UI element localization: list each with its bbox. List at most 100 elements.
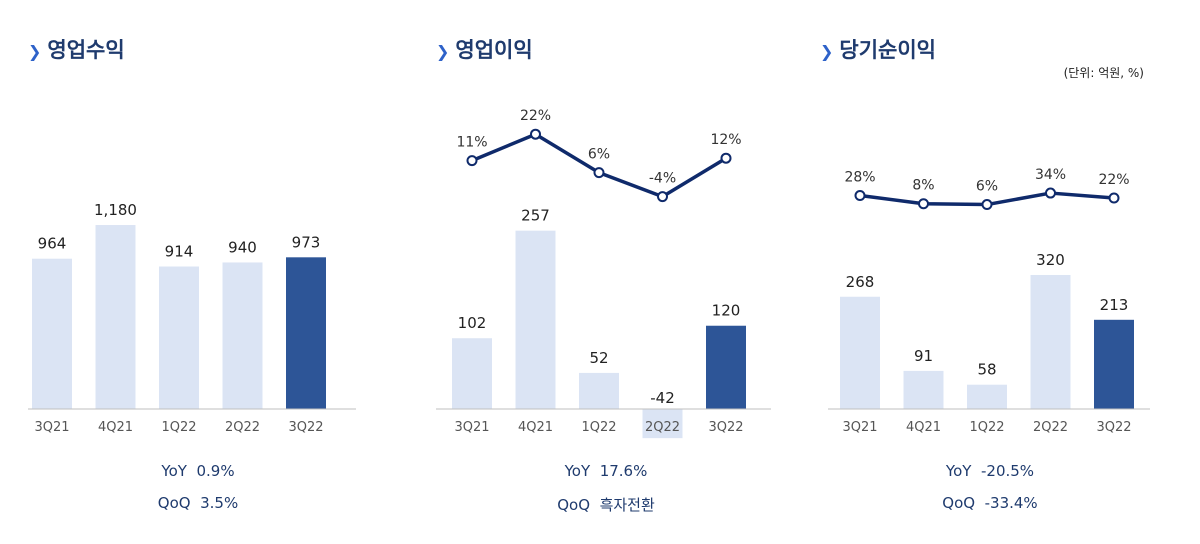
bar-3q21 xyxy=(840,296,880,409)
panel-title: ❯ 영업수익 xyxy=(28,34,125,64)
line-point-label: 11% xyxy=(456,135,487,151)
yoy-value: 0.9% xyxy=(196,462,235,480)
bar-value-label: 213 xyxy=(1100,296,1129,314)
yoy-summary: YoY 0.9% xyxy=(28,462,368,480)
x-tick-label: 1Q22 xyxy=(581,420,616,435)
panel-title-text: 영업수익 xyxy=(47,38,125,62)
x-tick-label: 4Q21 xyxy=(518,420,553,435)
bar-value-label: 91 xyxy=(914,347,933,365)
bar-value-label: 940 xyxy=(228,238,257,256)
bar-2q22 xyxy=(642,409,683,439)
bar-1q22 xyxy=(159,266,199,409)
qoq-label: QoQ xyxy=(157,494,191,512)
double-chevron-icon: ❯ xyxy=(436,42,450,61)
qoq-summary: QoQ -33.4% xyxy=(820,494,1160,512)
line-point-label: 8% xyxy=(912,178,934,194)
unit-note: (단위: 억원, %) xyxy=(1063,66,1144,80)
panel-title: ❯ 영업이익 xyxy=(436,34,533,64)
bar-value-label: 973 xyxy=(292,233,321,251)
x-tick-label: 4Q21 xyxy=(906,420,941,435)
qoq-value: -33.4% xyxy=(984,494,1038,512)
yoy-label: YoY xyxy=(161,462,187,480)
bar-value-label: 914 xyxy=(165,243,194,261)
panel-title: ❯ 당기순이익 xyxy=(820,34,936,64)
panel-title-text: 당기순이익 xyxy=(839,38,937,62)
qoq-summary: QoQ 흑자전환 xyxy=(436,494,776,515)
line-point xyxy=(981,199,993,211)
x-tick-label: 1Q22 xyxy=(161,420,196,435)
qoq-value: 3.5% xyxy=(200,494,239,512)
bar-value-label: 52 xyxy=(589,349,608,367)
qoq-label: QoQ xyxy=(557,496,591,514)
panel-net-income: ❯ 당기순이익 (단위: 억원, %) 268 3Q21 91 4Q21 58 1Q22 32… xyxy=(820,0,1180,544)
yoy-label: YoY xyxy=(564,462,591,480)
line-point xyxy=(918,198,929,210)
yoy-summary: YoY 17.6% xyxy=(436,462,776,480)
x-tick-label: 4Q21 xyxy=(98,420,133,435)
bar-4q21 xyxy=(515,230,556,409)
panel-title-text: 영업이익 xyxy=(455,38,533,62)
bar-value-label: 120 xyxy=(712,302,741,320)
operating-profit-chart: 102 3Q21 257 4Q21 52 1Q22 -42 2Q22 120 3Q22 11% 22%… xyxy=(436,108,771,439)
x-tick-label: 2Q22 xyxy=(1033,420,1068,435)
x-tick-label: 2Q22 xyxy=(645,420,680,435)
bar-3q21 xyxy=(32,258,72,409)
line-point-label: 28% xyxy=(844,170,875,186)
double-chevron-icon: ❯ xyxy=(820,42,834,61)
x-tick-label: 3Q22 xyxy=(708,420,743,435)
bar-2q22 xyxy=(1030,274,1071,409)
panel-operating-revenue: ❯ 영업수익 964 3Q21 1,180 4Q21 914 1Q22 940 2Q22 973 3… xyxy=(28,0,368,544)
line-point-label: 6% xyxy=(976,179,998,195)
bar-value-label: 1,180 xyxy=(94,201,137,219)
bar-value-label: -42 xyxy=(650,389,675,407)
line-point-label: -4% xyxy=(649,171,676,187)
bar-value-label: 964 xyxy=(38,235,67,253)
x-tick-label: 1Q22 xyxy=(969,420,1004,435)
qoq-summary: QoQ 3.5% xyxy=(28,494,368,512)
bar-4q21 xyxy=(903,370,944,409)
x-tick-label: 3Q21 xyxy=(454,420,489,435)
panel-operating-profit: ❯ 영업이익 102 3Q21 257 4Q21 52 1Q22 -42 2Q22 120 3Q22… xyxy=(436,0,776,544)
bar-value-label: 58 xyxy=(977,361,996,379)
yoy-value: 17.6% xyxy=(599,462,648,480)
line-point xyxy=(854,190,866,202)
bar-1q22 xyxy=(967,384,1007,409)
bar-3q22 xyxy=(286,257,326,409)
line-point-label: 22% xyxy=(520,108,551,124)
bar-1q22 xyxy=(579,372,619,409)
yoy-summary: YoY -20.5% xyxy=(820,462,1160,480)
x-tick-label: 2Q22 xyxy=(225,420,260,435)
line-point xyxy=(1108,192,1120,204)
operating-revenue-chart: 964 3Q21 1,180 4Q21 914 1Q22 940 2Q22 973 3Q22 xyxy=(28,201,356,435)
x-tick-label: 3Q21 xyxy=(34,420,69,435)
bar-4q21 xyxy=(95,225,136,409)
bar-3q21 xyxy=(452,338,492,409)
bar-2q22 xyxy=(222,262,263,409)
double-chevron-icon: ❯ xyxy=(28,42,42,61)
bar-value-label: 320 xyxy=(1036,251,1065,269)
x-tick-label: 3Q21 xyxy=(842,420,877,435)
yoy-label: YoY xyxy=(945,462,972,480)
bar-3q22 xyxy=(1094,319,1134,409)
line-point-label: 12% xyxy=(710,132,741,148)
qoq-label: QoQ xyxy=(942,494,976,512)
line-point-label: 34% xyxy=(1035,167,1066,183)
bar-value-label: 268 xyxy=(846,273,875,291)
yoy-value: -20.5% xyxy=(980,462,1035,480)
line-point xyxy=(657,191,668,203)
line-point xyxy=(720,152,732,164)
margin-rate-line xyxy=(471,132,727,199)
line-point xyxy=(466,155,478,167)
line-point xyxy=(530,128,541,140)
bar-3q22 xyxy=(706,325,746,409)
line-point xyxy=(1045,187,1056,199)
bar-value-label: 257 xyxy=(521,207,550,225)
qoq-value: 흑자전환 xyxy=(599,496,655,514)
net-income-chart: 268 3Q21 91 4Q21 58 1Q22 320 2Q22 213 3Q22 28% 8% 6%… xyxy=(828,167,1150,435)
line-point-label: 22% xyxy=(1098,172,1129,188)
x-tick-label: 3Q22 xyxy=(288,420,323,435)
bar-value-label: 102 xyxy=(458,314,487,332)
line-point-label: 6% xyxy=(588,147,610,163)
line-point xyxy=(593,167,605,179)
x-tick-label: 3Q22 xyxy=(1096,420,1131,435)
